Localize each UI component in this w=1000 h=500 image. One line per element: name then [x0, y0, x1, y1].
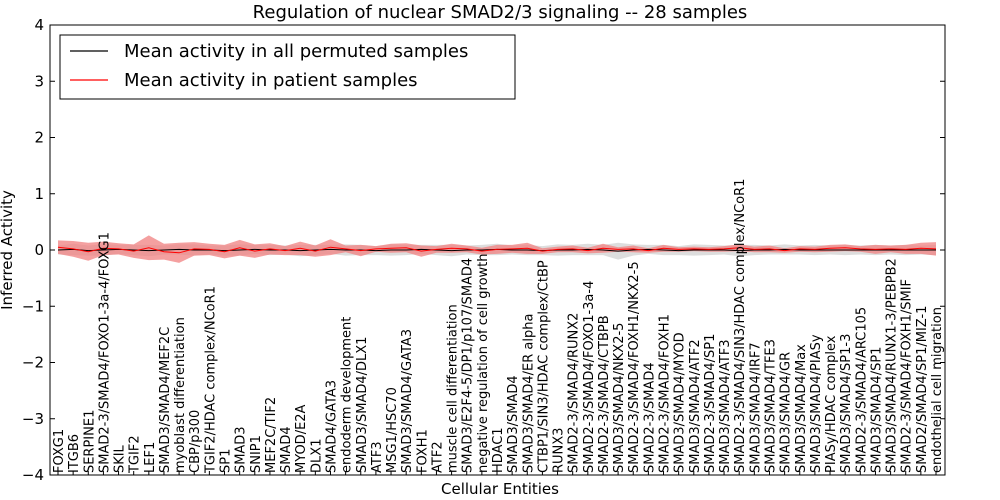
- legend-patient-label: Mean activity in patient samples: [124, 70, 418, 91]
- x-tick-label: SMAD3/SMAD4/ATF3: [718, 339, 733, 473]
- y-tick-label: 4: [34, 16, 44, 34]
- x-axis-label: Cellular Entities: [441, 480, 559, 498]
- x-tick-label: SMAD4/GATA3: [325, 380, 340, 473]
- x-tick-label: ATF3: [370, 441, 385, 473]
- x-tick-label: SMAD3/SMAD4/MEF2C: [158, 327, 173, 473]
- x-tick-label: SMAD3/SMAD4/IRF7: [748, 342, 763, 473]
- x-tick-label: SMAD2-3/SMAD4/SIN3/HDAC complex/NCoR1: [733, 179, 748, 473]
- x-tick-label: FOXG1: [52, 429, 67, 473]
- x-tick-label: SMAD2-3/SMAD4: [642, 362, 657, 473]
- x-tick-label: SMAD3/SMAD4/GATA3: [400, 329, 415, 473]
- activity-lines: [57, 246, 937, 254]
- x-tick-label: SMAD2-3/SMAD4/RUNX2: [567, 313, 582, 473]
- x-tick-label: SMAD3: [234, 426, 249, 473]
- x-tick-label: SMAD2-3/SMAD4/FOXH1/SMIF: [900, 279, 915, 473]
- y-tick-label: 2: [34, 129, 44, 147]
- x-tick-label: LEF1: [143, 442, 158, 473]
- x-tick-label: muscle cell differentiation: [446, 304, 461, 473]
- x-tick-label: SNIP1: [249, 435, 264, 473]
- x-tick-label: myoblast differentiation: [173, 317, 188, 473]
- y-tick-label: 3: [34, 72, 44, 90]
- x-tick-label: SMAD3/E2F4-5/DP1/p107/SMAD4: [461, 258, 476, 473]
- x-tick-label: SP1: [219, 449, 234, 473]
- x-tick-label: SMAD3/SMAD4/TFE3: [764, 339, 779, 473]
- y-tick-label: −4: [22, 466, 44, 484]
- legend-box: [59, 34, 516, 100]
- x-tick-label: MSG1/HSC70: [385, 387, 400, 473]
- x-tick-label: DLX1: [309, 439, 324, 473]
- x-tick-label: RUNX3: [552, 428, 567, 473]
- x-tick-label: CBP/p300: [188, 410, 203, 473]
- x-tick-label: ITGB6: [67, 434, 82, 473]
- x-tick-label: SMAD3/SMAD4/PIASy: [809, 334, 824, 473]
- x-tick-label: SMAD2/SMAD4/SP1/MIZ-1: [915, 306, 930, 473]
- y-axis-ticks: 4 3 2 1 0 −1 −2 −3 −4: [22, 16, 945, 484]
- y-axis-label: Inferred Activity: [0, 190, 16, 310]
- x-axis-ticks: FOXG1 ITGB6 SERPINE1 SMAD2-3/SMAD4/FOXO1-3a…: [52, 179, 945, 475]
- x-tick-label: SMAD3/SMAD4/Max: [794, 344, 809, 473]
- x-tick-label: SMAD4: [279, 426, 294, 473]
- x-tick-label: endothelial cell migration: [930, 307, 945, 473]
- y-tick-label: −2: [22, 354, 44, 372]
- x-tick-label: SMAD2-3/SMAD4/FOXH1/NKX2-5: [627, 261, 642, 473]
- x-tick-label: SMAD3/SMAD4/MYOD: [673, 332, 688, 473]
- x-tick-label: SMAD2-3/SMAD4/CTBPB: [597, 315, 612, 473]
- y-tick-label: 1: [34, 185, 44, 203]
- x-tick-label: TGIF2: [128, 435, 143, 474]
- x-tick-label: TGIF2/HDAC complex/NCoR1: [203, 286, 218, 474]
- x-tick-label: SMAD2-3/SMAD4/SP1: [703, 334, 718, 473]
- x-tick-label: CTBP1/SIN3/HDAC complex/CtBP: [536, 260, 551, 473]
- x-tick-label: MYOD/E2A: [294, 404, 309, 473]
- x-tick-label: SMAD3/SMAD4/DLX1: [355, 337, 370, 473]
- x-tick-label: SMAD3/SMAD4/SP1-3: [839, 334, 854, 473]
- x-tick-label: SMAD3/SMAD4/ER alpha: [521, 314, 536, 473]
- x-tick-label: SERPINE1: [82, 410, 97, 473]
- legend-permuted-label: Mean activity in all permuted samples: [124, 41, 468, 62]
- x-tick-label: PIASy/HDAC complex: [824, 335, 839, 473]
- x-tick-label: negative regulation of cell growth: [476, 253, 491, 473]
- x-tick-label: SMAD2-3/SMAD4/FOXO1-3a-4/FOXG1: [97, 232, 112, 473]
- x-tick-label: SMAD3/SMAD4/ATF2: [688, 339, 703, 473]
- x-tick-label: SMAD2-3/SMAD4/ARC105: [854, 307, 869, 473]
- x-tick-label: MEF2C/TIF2: [264, 397, 279, 473]
- x-tick-label: FOXH1: [415, 429, 430, 473]
- x-tick-label: SMAD3/SMAD4/NKX2-5: [612, 323, 627, 473]
- legend: Mean activity in all permuted samples Me…: [59, 34, 516, 100]
- x-tick-label: SMAD3/SMAD4/SP1: [869, 347, 884, 473]
- y-tick-label: 0: [34, 241, 44, 259]
- x-tick-label: HDAC1: [491, 427, 506, 473]
- chart-title: Regulation of nuclear SMAD2/3 signaling …: [253, 2, 748, 23]
- x-tick-label: SMAD3/SMAD4/RUNX1-3/PEBPB2: [885, 258, 900, 473]
- x-tick-label: ATF2: [430, 441, 445, 473]
- x-tick-label: SMAD2-3/SMAD4/FOXH1: [658, 314, 673, 473]
- x-tick-label: SKIL: [113, 444, 128, 473]
- x-tick-label: SMAD3/SMAD4: [506, 375, 521, 473]
- y-tick-label: −1: [22, 297, 44, 315]
- patient-mean-line: [57, 246, 937, 254]
- x-tick-label: SMAD3/SMAD4/GR: [779, 352, 794, 473]
- y-tick-label: −3: [22, 410, 44, 428]
- x-tick-label: SMAD2-3/SMAD4/FOXO1-3a-4: [582, 281, 597, 473]
- x-tick-label: endoderm development: [340, 317, 355, 473]
